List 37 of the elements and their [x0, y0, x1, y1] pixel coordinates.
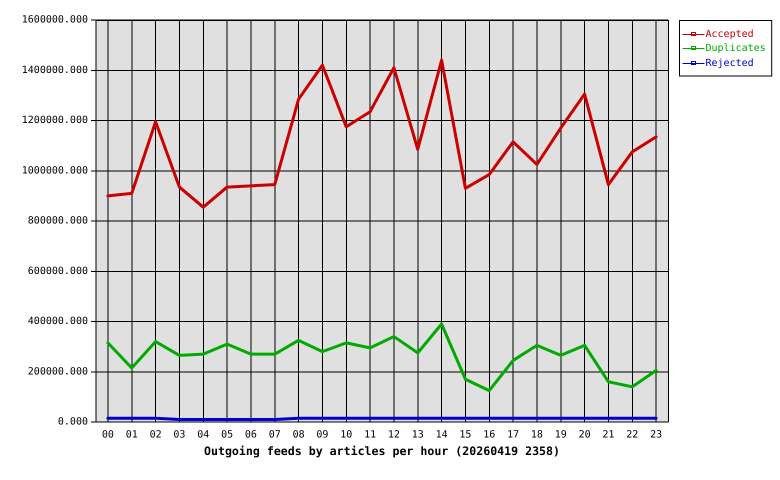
- x-tick-label: 15: [459, 430, 472, 441]
- y-tick-label: 400000.000: [28, 316, 88, 328]
- x-tick-label: 10: [340, 430, 352, 441]
- y-tick-label: 600000.000: [28, 266, 88, 277]
- x-tick-label: 22: [626, 430, 638, 441]
- x-tick-label: 08: [292, 430, 305, 441]
- x-tick-label: 07: [268, 430, 281, 441]
- y-tick-label: 1000000.000: [22, 165, 88, 176]
- x-axis-title: Outgoing feeds by articles per hour (20260419 2358): [204, 444, 560, 458]
- x-tick-label: 06: [244, 430, 257, 441]
- y-tick-label: 1400000.000: [22, 64, 88, 76]
- y-tick-label: 800000.000: [28, 216, 88, 227]
- x-tick-label: 04: [197, 430, 210, 441]
- x-tick-label: 00: [102, 430, 114, 441]
- y-tick-label: 0.000: [58, 416, 88, 428]
- x-tick-label: 02: [150, 430, 162, 441]
- x-tick-label: 11: [364, 430, 376, 441]
- y-tick-label: 1600000.000: [22, 14, 88, 26]
- legend-label: Duplicates: [706, 43, 766, 54]
- x-tick-label: 03: [173, 430, 186, 441]
- x-tick-label: 13: [412, 430, 424, 441]
- x-tick-label: 01: [126, 430, 138, 441]
- x-tick-label: 16: [483, 430, 496, 441]
- y-tick-label: 200000.000: [28, 366, 88, 378]
- y-tick-label: 1200000.000: [22, 115, 88, 126]
- x-tick-label: 09: [316, 430, 328, 441]
- x-tick-label: 19: [554, 430, 567, 441]
- x-tick-label: 18: [530, 430, 543, 441]
- x-tick-label: 21: [602, 430, 614, 441]
- x-tick-label: 12: [388, 430, 400, 441]
- x-tick-label: 14: [436, 430, 448, 441]
- legend-label: Rejected: [706, 58, 754, 70]
- x-tick-label: 17: [507, 430, 520, 441]
- x-tick-label: 20: [578, 430, 591, 441]
- x-tick-label: 05: [221, 430, 234, 441]
- legend-label: Accepted: [706, 29, 754, 40]
- x-tick-label: 23: [650, 430, 662, 441]
